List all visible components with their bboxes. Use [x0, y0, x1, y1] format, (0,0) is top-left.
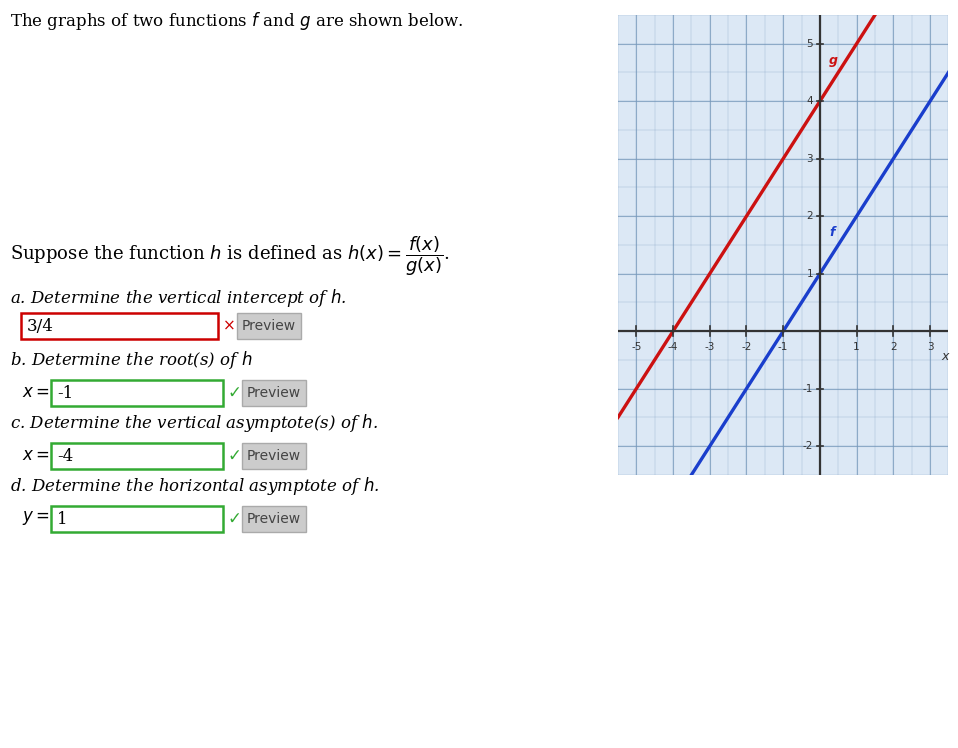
- Text: The graphs of two functions $f$ and $g$ are shown below.: The graphs of two functions $f$ and $g$ …: [10, 10, 464, 32]
- Text: $x =$: $x =$: [22, 447, 50, 464]
- Text: Suppose the function $h$ is defined as $h(x) = \dfrac{f(x)}{g(x)}$.: Suppose the function $h$ is defined as $…: [10, 234, 450, 278]
- Text: Preview: Preview: [247, 386, 301, 400]
- Text: Preview: Preview: [247, 512, 301, 526]
- Text: 4: 4: [807, 96, 813, 106]
- FancyBboxPatch shape: [237, 313, 301, 339]
- FancyBboxPatch shape: [242, 443, 306, 469]
- Text: -4: -4: [57, 447, 73, 465]
- Text: -3: -3: [704, 342, 715, 352]
- Text: 3: 3: [807, 154, 813, 164]
- Text: c. Determine the vertical asymptote(s) of $h$.: c. Determine the vertical asymptote(s) o…: [10, 412, 378, 434]
- Text: Preview: Preview: [247, 449, 301, 463]
- FancyBboxPatch shape: [51, 380, 223, 406]
- Text: 1: 1: [57, 510, 68, 527]
- Text: a. Determine the vertical intercept of $h$.: a. Determine the vertical intercept of $…: [10, 287, 347, 309]
- Text: b. Determine the root(s) of $h$: b. Determine the root(s) of $h$: [10, 349, 253, 371]
- Text: 3/4: 3/4: [27, 317, 54, 334]
- Text: 1: 1: [854, 342, 860, 352]
- Text: $y =$: $y =$: [22, 509, 50, 527]
- Text: ✓: ✓: [228, 447, 241, 465]
- FancyBboxPatch shape: [51, 506, 223, 532]
- Text: 2: 2: [807, 211, 813, 221]
- Text: 3: 3: [926, 342, 933, 352]
- Text: ✓: ✓: [228, 510, 241, 528]
- Text: ✓: ✓: [228, 384, 241, 402]
- FancyBboxPatch shape: [242, 380, 306, 406]
- FancyBboxPatch shape: [51, 443, 223, 469]
- FancyBboxPatch shape: [242, 506, 306, 532]
- Text: -1: -1: [803, 384, 813, 393]
- Text: -2: -2: [741, 342, 752, 352]
- Text: 5: 5: [807, 39, 813, 49]
- Text: f: f: [829, 227, 834, 239]
- FancyBboxPatch shape: [21, 313, 218, 339]
- Text: -5: -5: [631, 342, 642, 352]
- Text: ×: ×: [223, 319, 236, 334]
- Text: $x =$: $x =$: [22, 384, 50, 400]
- Text: -1: -1: [778, 342, 788, 352]
- Text: -4: -4: [668, 342, 678, 352]
- Text: d. Determine the horizontal asymptote of $h$.: d. Determine the horizontal asymptote of…: [10, 475, 379, 497]
- Text: g: g: [829, 54, 838, 67]
- Text: 1: 1: [807, 269, 813, 279]
- Text: -2: -2: [803, 441, 813, 451]
- Text: 2: 2: [890, 342, 897, 352]
- Text: -1: -1: [57, 384, 73, 402]
- Text: Preview: Preview: [242, 319, 296, 333]
- Text: x: x: [942, 349, 949, 363]
